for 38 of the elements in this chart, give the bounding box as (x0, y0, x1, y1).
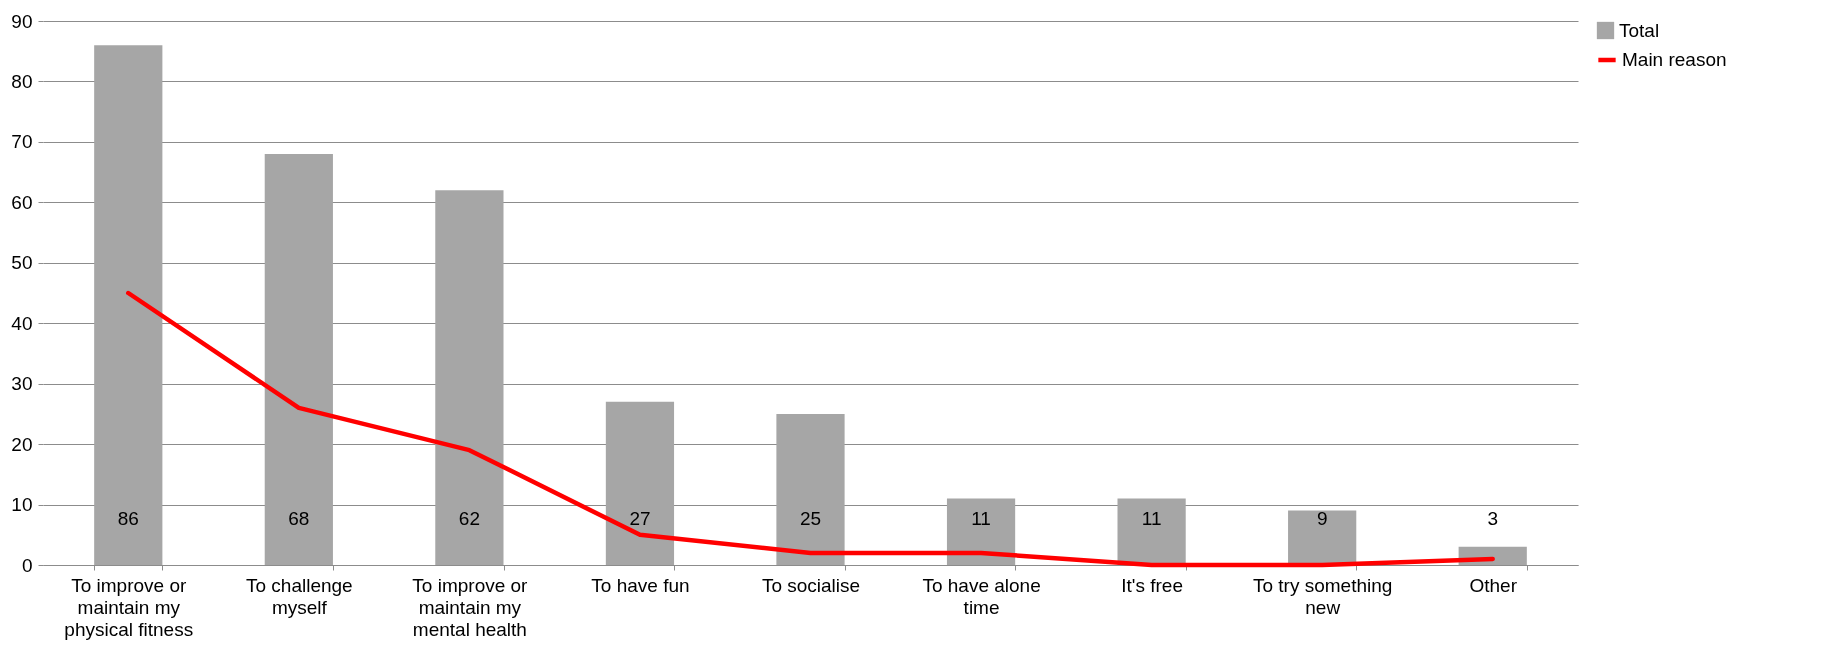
bar (1288, 510, 1357, 565)
y-tick-label: 30 (11, 373, 33, 395)
x-tick-label: To socialise (761, 574, 861, 596)
legend-label: Total (1619, 19, 1660, 41)
bar (1117, 498, 1186, 565)
data-label: 9 (1316, 508, 1328, 529)
y-tick-label: 0 (21, 554, 33, 576)
bar (946, 498, 1016, 565)
y-tick-label: 10 (11, 494, 33, 516)
bar (605, 401, 675, 565)
x-tick-label: To try something new (1252, 574, 1393, 618)
x-tick-label: To have fun (591, 574, 690, 596)
x-tick-label: To improve or maintain my mental health (412, 574, 529, 640)
y-tick-label: 60 (11, 191, 33, 213)
x-tick-label: To improve or maintain my physical fitness (64, 574, 194, 640)
data-label: 3 (1487, 508, 1499, 529)
bar (264, 153, 333, 565)
data-label: 25 (799, 508, 822, 529)
y-tick-label: 40 (11, 312, 33, 334)
bar (94, 45, 163, 565)
y-tick-label: 90 (11, 10, 33, 32)
x-tick-label: To have alone time (922, 574, 1041, 618)
x-tick-label: To challenge myself (245, 574, 353, 618)
y-tick-label: 50 (11, 252, 33, 274)
data-label: 11 (1141, 508, 1162, 529)
x-tick-label: It's free (1121, 574, 1183, 596)
bar (435, 190, 504, 565)
data-label: 11 (971, 508, 991, 529)
y-tick-label: 20 (11, 433, 33, 455)
data-label: 86 (117, 508, 139, 529)
x-tick-label: Other (1469, 574, 1518, 596)
data-label: 62 (458, 508, 480, 529)
data-label: 68 (288, 508, 310, 529)
y-tick-label: 80 (11, 70, 33, 92)
bar (776, 413, 845, 565)
legend-label: Main reason (1622, 49, 1727, 70)
y-tick-label: 70 (11, 131, 33, 153)
data-label: 27 (629, 508, 651, 529)
